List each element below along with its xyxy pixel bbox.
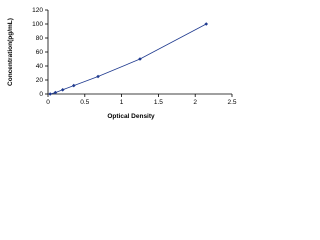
y-tick-label: 20 bbox=[36, 77, 44, 84]
y-tick-label: 80 bbox=[36, 35, 44, 42]
x-tick-label: 1 bbox=[120, 99, 124, 106]
fit-line bbox=[50, 23, 207, 95]
point bbox=[204, 22, 209, 26]
y-axis-label: Concentration(pg/mL) bbox=[7, 18, 14, 86]
y-tick-label: 0 bbox=[39, 91, 43, 98]
chart: Optical Density Concentration(pg/mL) 020… bbox=[7, 7, 237, 120]
x-tick-label: 1.5 bbox=[154, 99, 163, 106]
x-tick-label: 2 bbox=[193, 99, 197, 106]
y-tick-label: 40 bbox=[36, 63, 44, 70]
point bbox=[71, 83, 76, 88]
y-tick-label: 60 bbox=[36, 49, 44, 56]
x-tick-label: 2.5 bbox=[227, 99, 236, 106]
point bbox=[53, 90, 58, 95]
y-tick-label: 100 bbox=[32, 21, 43, 28]
x-tick-label: 0.5 bbox=[80, 99, 89, 106]
point bbox=[138, 57, 142, 61]
y-tick-label: 120 bbox=[32, 7, 43, 14]
point bbox=[60, 88, 65, 92]
point bbox=[48, 92, 53, 96]
x-axis-label: Optical Density bbox=[107, 113, 155, 120]
x-tick-label: 0 bbox=[46, 99, 50, 106]
point bbox=[96, 74, 100, 79]
